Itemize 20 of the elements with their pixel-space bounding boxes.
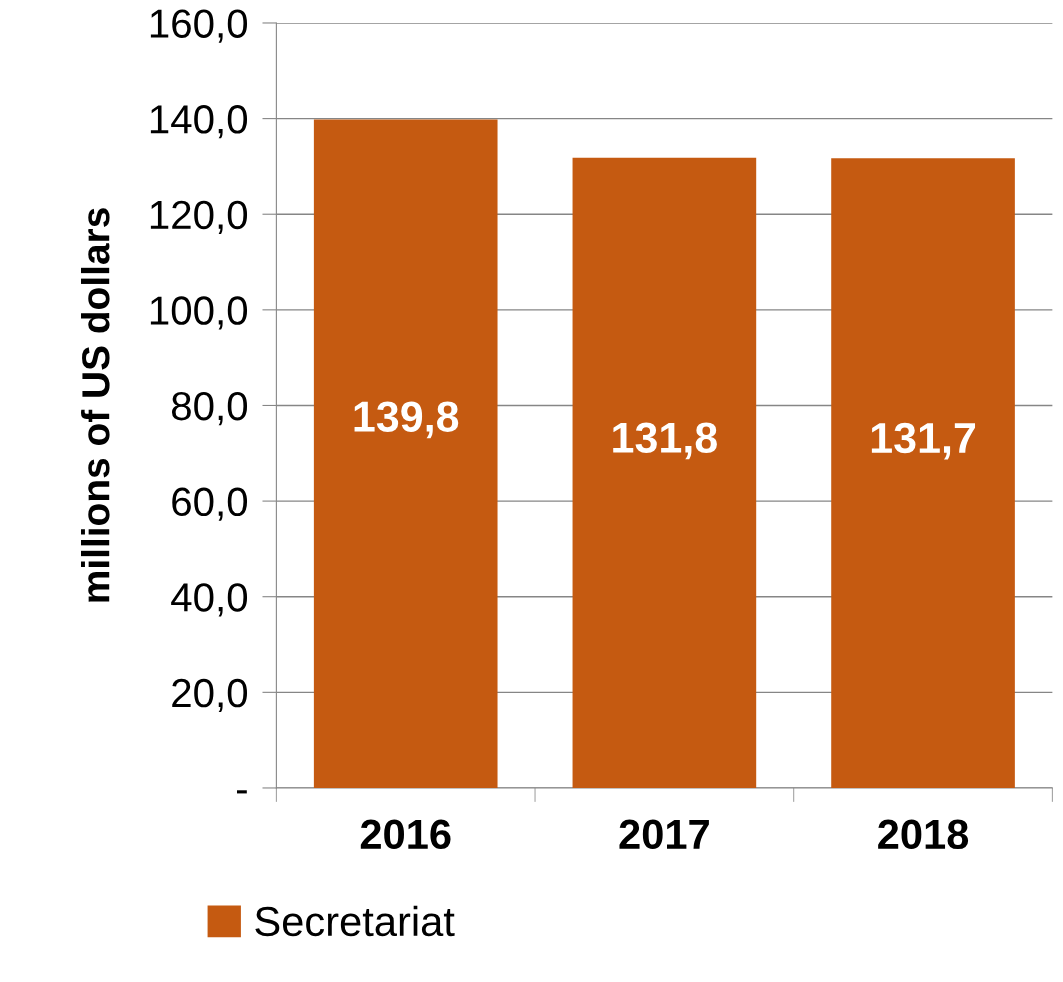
y-tick-label: 100,0 (150, 296, 248, 330)
bar (313, 119, 498, 788)
x-tick-label: 2016 (360, 819, 451, 850)
y-tick-label: 120,0 (150, 200, 248, 234)
y-tick-label: 60,0 (172, 487, 248, 521)
y-tick-label: 20,0 (172, 678, 248, 713)
bar (831, 158, 1015, 788)
y-tick-label: 40,0 (171, 583, 248, 617)
legend-label: Secretariat (255, 905, 455, 937)
data-label: 131,8 (613, 422, 717, 460)
x-tick-label: 2017 (619, 819, 709, 850)
y-tick-label: 160,0 (150, 9, 248, 43)
y-tick-label: - (236, 790, 247, 794)
data-label: 139,8 (354, 401, 459, 439)
y-tick-label: 140,0 (150, 105, 248, 139)
data-label: 131,7 (871, 422, 976, 460)
y-axis-title: millions of US dollars (81, 208, 110, 602)
x-tick-label: 2018 (878, 819, 969, 850)
bar (572, 157, 757, 788)
y-tick-label: 80,0 (171, 391, 248, 426)
